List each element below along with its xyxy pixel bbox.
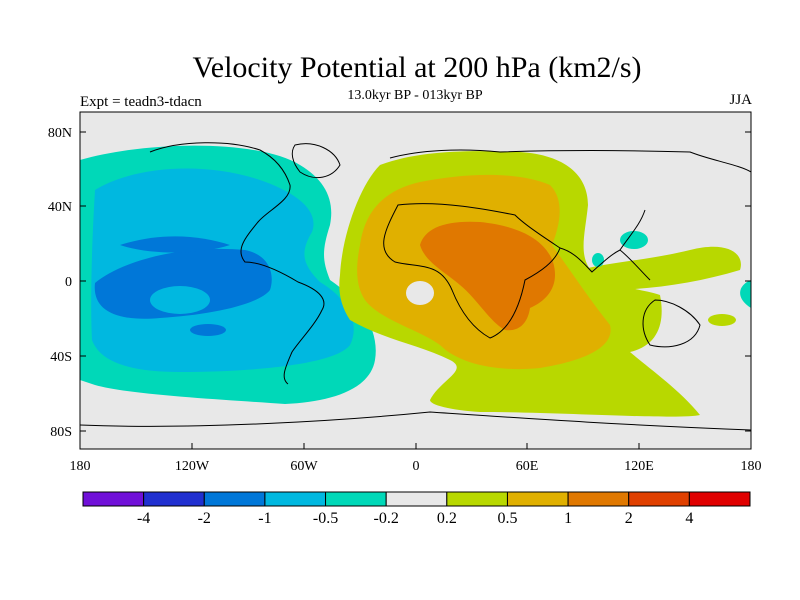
colorbar-swatch <box>143 491 205 507</box>
colorbar-label: 0.5 <box>497 510 517 527</box>
plot-subtitle: 13.0kyr BP - 013kyr BP <box>347 88 483 103</box>
contour-pos-0.2-australia-east <box>708 314 736 326</box>
colorbar-label: -0.5 <box>313 510 338 527</box>
colorbar-label: 0.2 <box>437 510 457 527</box>
neutral-patch-atlantic <box>406 281 434 305</box>
colorbar-label: -2 <box>198 510 211 527</box>
season-label: JJA <box>729 92 752 108</box>
lon-tick-label: 120W <box>175 459 210 474</box>
lon-tick-label: 120E <box>624 459 654 474</box>
colorbar-swatch <box>385 491 448 507</box>
colorbar: -4 -2 -1 -0.5 -0.2 0.2 0.5 1 2 4 <box>82 491 751 527</box>
lat-tick-label: 80S <box>50 425 72 440</box>
contour-neg-1 <box>94 248 272 319</box>
experiment-label: Expt = teadn3-tdacn <box>80 94 202 110</box>
colorbar-swatch <box>325 491 387 507</box>
colorbar-swatch <box>264 491 327 507</box>
plot-title: Velocity Potential at 200 hPa (km2/s) <box>192 51 642 84</box>
colorbar-swatch <box>506 491 569 507</box>
colorbar-label: 1 <box>564 510 572 527</box>
colorbar-swatch <box>688 491 751 507</box>
contour-pos-1 <box>420 221 556 331</box>
contour-neg-1c <box>190 324 226 336</box>
coastlines <box>80 142 751 431</box>
contour-neg-0.2-indian <box>592 253 604 267</box>
colorbar-label: 2 <box>625 510 633 527</box>
lat-tick-label: 0 <box>65 275 72 290</box>
lon-tick-label: 60W <box>290 459 318 474</box>
longitude-axis <box>79 443 752 449</box>
map-plot-area <box>80 112 751 449</box>
lon-tick-label: 0 <box>413 459 420 474</box>
colorbar-label: -0.2 <box>374 510 399 527</box>
contour-neg-1b <box>120 236 230 253</box>
lat-tick-label: 40S <box>50 350 72 365</box>
colorbar-swatch <box>203 491 266 507</box>
colorbar-swatch <box>628 491 690 507</box>
contour-neg-0.2-east-edge <box>740 280 751 308</box>
lon-tick-label: 180 <box>70 459 91 474</box>
colorbar-label: -4 <box>137 510 150 527</box>
latitude-axis <box>80 131 751 432</box>
lon-tick-label: 180 <box>741 459 762 474</box>
colorbar-label: -1 <box>258 510 271 527</box>
colorbar-label: 4 <box>685 510 693 527</box>
lat-tick-label: 40N <box>48 200 72 215</box>
lon-tick-label: 60E <box>516 459 539 474</box>
colorbar-swatch <box>446 491 508 507</box>
lat-tick-label: 80N <box>48 126 72 141</box>
colorbar-swatch <box>82 491 145 507</box>
contour-neg-0.5-shape <box>150 286 210 314</box>
contour-pos-0.2-pacific <box>580 246 741 290</box>
colorbar-swatch <box>567 491 630 507</box>
contour-neg-0.2-philippines <box>620 231 648 249</box>
